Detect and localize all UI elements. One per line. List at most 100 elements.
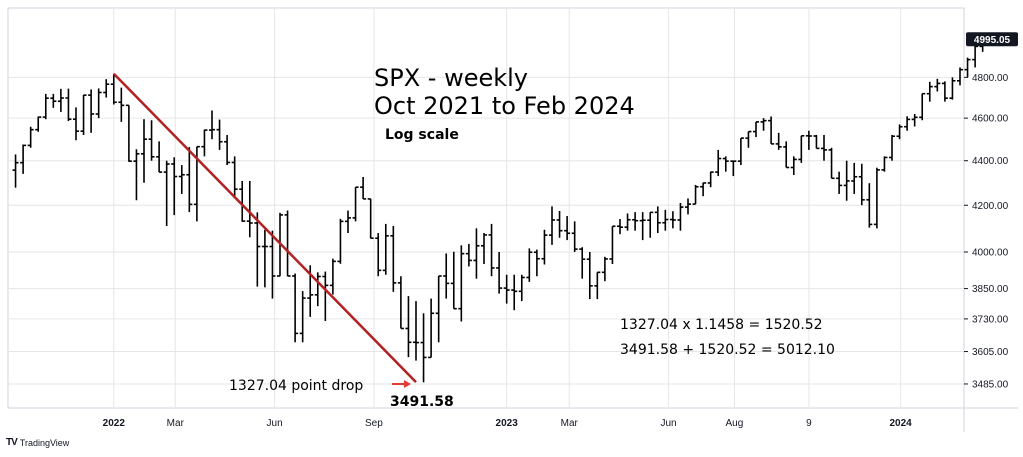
ohlc-bar (677, 202, 684, 231)
ohlc-bar (178, 165, 185, 194)
ohlc-bar (730, 160, 737, 177)
x-tick-label: Mar (167, 418, 185, 429)
y-tick-label: 3730.00 (972, 314, 1009, 325)
ohlc-bar (186, 147, 193, 213)
ohlc-bar (760, 118, 767, 131)
ohlc-bar (496, 251, 503, 294)
ohlc-bar (443, 253, 450, 299)
ohlc-bar (148, 120, 155, 161)
svg-text:4995.05: 4995.05 (974, 35, 1011, 46)
chart-title: SPX - weekly (374, 64, 528, 92)
ohlc-bar (828, 147, 835, 180)
ohlc-bar (911, 113, 918, 127)
ohlc-bar (73, 107, 79, 141)
ohlc-bar (329, 258, 336, 295)
ohlc-bar (564, 216, 571, 241)
ohlc-bar (261, 229, 268, 288)
ohlc-bar (141, 119, 147, 183)
ohlc-bar (88, 89, 95, 133)
ohlc-bar (866, 183, 873, 228)
x-tick-label: 2023 (496, 418, 519, 429)
chart-subtitle: Oct 2021 to Feb 2024 (374, 92, 635, 120)
x-tick-label: Aug (726, 418, 744, 429)
y-tick-label: 3850.00 (972, 284, 1009, 295)
ohlc-bar (594, 271, 601, 300)
ohlc-bar (941, 81, 948, 102)
ohlc-bar (35, 116, 42, 132)
x-tick-label: Jun (661, 418, 677, 429)
y-tick-label: 3485.00 (972, 379, 1009, 390)
y-tick-label: 4000.00 (972, 247, 1009, 258)
ohlc-bar (813, 134, 820, 150)
ohlc-bar (201, 129, 208, 157)
ohlc-bar (783, 141, 790, 169)
ohlc-bar (609, 225, 616, 265)
ohlc-bar (103, 79, 110, 98)
ohlc-bar (465, 243, 472, 267)
ohlc-bar (133, 149, 140, 201)
ohlc-bar (360, 176, 367, 200)
ohlc-bar (662, 209, 669, 231)
x-tick-label: Mar (561, 418, 579, 429)
ohlc-bar (624, 213, 631, 231)
ohlc-bar (617, 219, 623, 235)
x-tick-label: 2024 (890, 418, 913, 429)
ohlc-bar (299, 291, 306, 343)
ohlc-bar (858, 163, 865, 206)
trendline (112, 72, 417, 384)
ohlc-bar (284, 210, 291, 277)
brand-name: TradingView (19, 437, 70, 448)
ohlc-bar (669, 211, 676, 229)
ohlc-bar (337, 218, 344, 264)
ohlc-bar (889, 134, 895, 161)
ohlc-bar (110, 73, 117, 105)
ohlc-bar (737, 137, 744, 166)
ohlc-bar (805, 130, 812, 150)
ohlc-bar (314, 272, 321, 307)
tradingview-logo: TV (6, 437, 18, 448)
ohlc-bar (934, 78, 941, 92)
y-tick-label: 4800.00 (972, 73, 1009, 84)
scale-note: Log scale (385, 127, 459, 143)
ohlc-bar (957, 67, 963, 86)
ohlc-bar (654, 206, 661, 234)
y-tick-label: 4200.00 (972, 201, 1009, 212)
ohlc-bar (254, 212, 261, 287)
ohlc-bar (65, 88, 72, 122)
ohlc-bar (50, 93, 57, 108)
ohlc-bar (428, 298, 435, 359)
ohlc-bar (556, 210, 563, 238)
ohlc-bar (753, 121, 759, 138)
ohlc-bar (533, 249, 540, 277)
ohlc-bar (216, 119, 223, 150)
ohlc-bar (526, 248, 533, 282)
ohlc-bar (42, 93, 49, 120)
ohlc-bar (413, 301, 419, 361)
ohlc-bar (224, 134, 231, 166)
ohlc-bar (95, 88, 102, 119)
ohlc-bar (231, 156, 238, 199)
ohlc-bar (352, 186, 359, 222)
ohlc-bar (549, 206, 555, 245)
y-tick-label: 4600.00 (972, 114, 1009, 125)
x-tick-label: Jun (267, 418, 283, 429)
ohlc-bar (700, 182, 707, 197)
ohlc-bar (390, 226, 397, 292)
ohlc-bar (20, 144, 27, 174)
ohlc-bar (715, 149, 722, 177)
ohlc-bar (488, 223, 495, 277)
time-axis-ticks: 2022 Mar Jun Sep 2023 Mar Jun Aug 9 2024 (103, 418, 913, 429)
ohlc-bar (156, 141, 163, 173)
y-tick-label: 4400.00 (972, 156, 1009, 167)
ohlc-bar (292, 273, 299, 343)
ohlc-bar (382, 223, 389, 275)
ohlc-bar (571, 221, 578, 252)
grid-lines (8, 8, 964, 408)
ohlc-bar (12, 154, 19, 188)
ohlc-bar (964, 57, 971, 78)
ohlc-bar (511, 274, 518, 311)
x-tick-label: 9 (806, 418, 812, 429)
ohlc-bar (27, 126, 34, 148)
ohlc-bar (904, 116, 911, 131)
